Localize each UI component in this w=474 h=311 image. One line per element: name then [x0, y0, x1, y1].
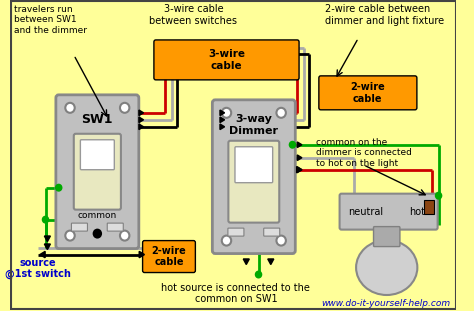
Circle shape — [92, 229, 102, 239]
Circle shape — [222, 108, 231, 118]
FancyBboxPatch shape — [74, 134, 121, 210]
Polygon shape — [45, 236, 50, 242]
Polygon shape — [40, 251, 45, 258]
FancyBboxPatch shape — [212, 100, 295, 253]
Circle shape — [255, 271, 262, 279]
Text: 3-wire cable
between switches: 3-wire cable between switches — [149, 4, 237, 26]
FancyBboxPatch shape — [235, 147, 273, 183]
Polygon shape — [45, 244, 50, 249]
Text: source
@1st switch: source @1st switch — [5, 258, 71, 279]
Text: 2-wire
cable: 2-wire cable — [152, 246, 186, 267]
Polygon shape — [139, 251, 145, 258]
FancyBboxPatch shape — [143, 241, 195, 272]
Polygon shape — [220, 124, 225, 130]
Polygon shape — [297, 167, 302, 173]
Polygon shape — [297, 166, 302, 173]
Circle shape — [120, 103, 129, 113]
FancyBboxPatch shape — [72, 223, 87, 231]
Text: common: common — [78, 211, 117, 220]
Text: 3-way
Dimmer: 3-way Dimmer — [229, 114, 278, 136]
Text: hot: hot — [409, 207, 425, 217]
FancyBboxPatch shape — [56, 95, 139, 248]
Polygon shape — [297, 155, 302, 160]
Polygon shape — [139, 117, 144, 123]
FancyBboxPatch shape — [424, 200, 434, 214]
Text: 2-wire cable between
dimmer and light fixture: 2-wire cable between dimmer and light fi… — [326, 4, 445, 26]
Text: 2-wire
cable: 2-wire cable — [350, 82, 385, 104]
Text: 3-wire
cable: 3-wire cable — [208, 49, 245, 71]
Text: travelers run
between SW1
and the dimmer: travelers run between SW1 and the dimmer — [14, 5, 87, 35]
Circle shape — [65, 103, 75, 113]
Text: common on the
dimmer is connected
to hot on the light: common on the dimmer is connected to hot… — [316, 138, 412, 168]
FancyBboxPatch shape — [374, 227, 400, 247]
FancyBboxPatch shape — [319, 76, 417, 110]
Text: SW1: SW1 — [82, 113, 113, 126]
Text: neutral: neutral — [348, 207, 383, 217]
Polygon shape — [297, 142, 302, 147]
Circle shape — [222, 236, 231, 246]
FancyBboxPatch shape — [81, 140, 114, 170]
Circle shape — [276, 108, 286, 118]
Polygon shape — [243, 259, 249, 265]
Circle shape — [276, 236, 286, 246]
Circle shape — [65, 230, 75, 241]
FancyBboxPatch shape — [228, 228, 244, 236]
FancyBboxPatch shape — [264, 228, 280, 236]
Polygon shape — [268, 259, 274, 265]
Circle shape — [435, 192, 442, 200]
Polygon shape — [220, 110, 225, 116]
Ellipse shape — [356, 240, 418, 295]
Polygon shape — [139, 110, 144, 116]
Text: www.do-it-yourself-help.com: www.do-it-yourself-help.com — [321, 299, 450, 309]
Text: hot source is connected to the
common on SW1: hot source is connected to the common on… — [162, 282, 310, 304]
Circle shape — [55, 184, 63, 192]
Polygon shape — [220, 117, 225, 123]
Circle shape — [289, 141, 296, 149]
FancyBboxPatch shape — [107, 223, 123, 231]
FancyBboxPatch shape — [228, 141, 279, 223]
Circle shape — [120, 230, 129, 241]
Circle shape — [42, 216, 49, 224]
FancyBboxPatch shape — [154, 40, 299, 80]
FancyBboxPatch shape — [339, 194, 438, 230]
Polygon shape — [139, 124, 144, 130]
